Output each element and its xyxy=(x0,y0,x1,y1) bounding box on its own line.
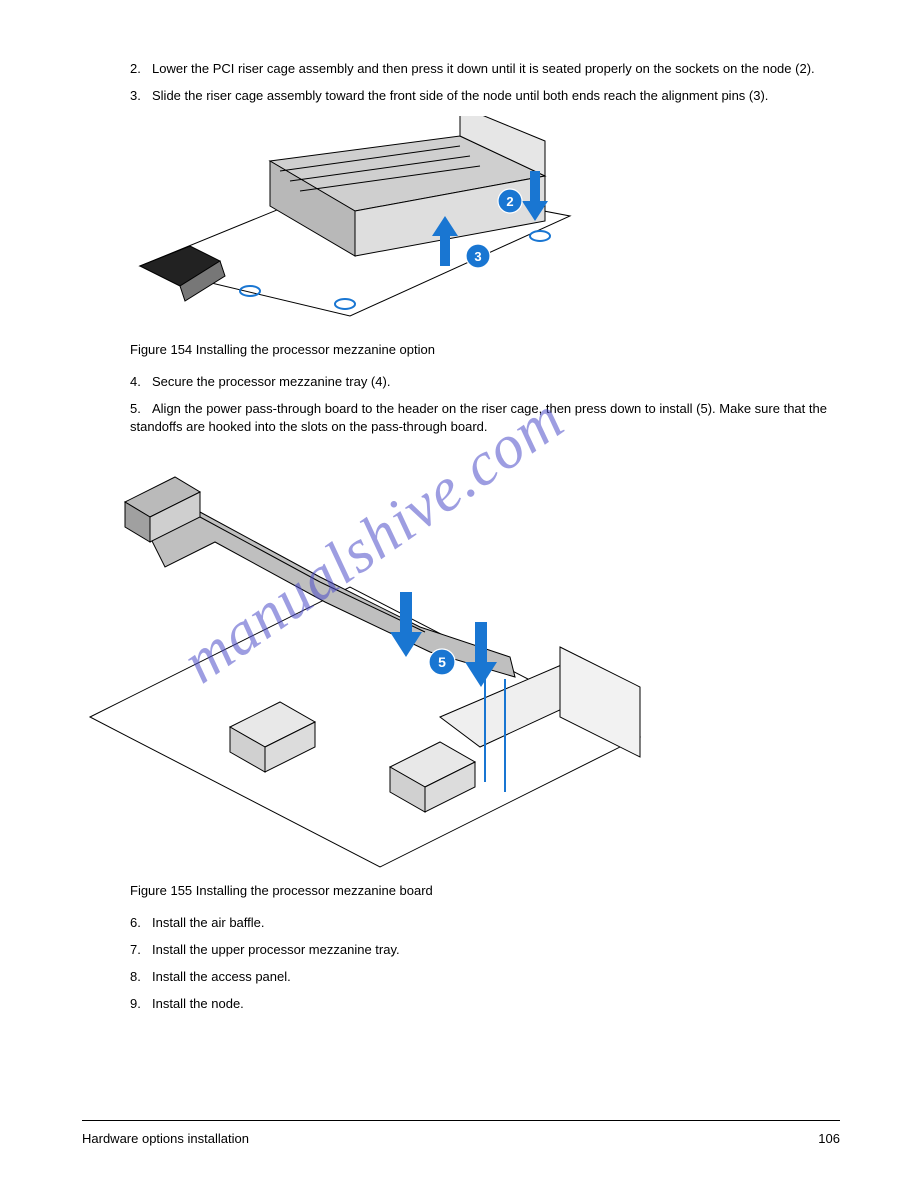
footer-divider xyxy=(82,1120,840,1121)
step-6: 6.Install the air baffle. xyxy=(130,914,840,933)
step-num: 6. xyxy=(130,914,152,933)
step-text: Align the power pass-through board to th… xyxy=(130,401,827,435)
step-num: 4. xyxy=(130,373,152,392)
figure-155: 5 Figure 155 Installing the processor me… xyxy=(80,447,840,898)
step-8: 8.Install the access panel. xyxy=(130,968,840,987)
step-4: 4.Secure the processor mezzanine tray (4… xyxy=(130,373,840,392)
step-text: Lower the PCI riser cage assembly and th… xyxy=(152,61,815,76)
callout-2: 2 xyxy=(498,189,522,213)
callout-5: 5 xyxy=(429,649,455,675)
step-2: 2.Lower the PCI riser cage assembly and … xyxy=(130,60,840,79)
svg-text:5: 5 xyxy=(438,654,446,670)
step-text: Slide the riser cage assembly toward the… xyxy=(152,88,768,103)
step-num: 8. xyxy=(130,968,152,987)
step-text: Install the air baffle. xyxy=(152,915,265,930)
figure-155-caption: Figure 155 Installing the processor mezz… xyxy=(130,883,840,898)
step-text: Install the upper processor mezzanine tr… xyxy=(152,942,400,957)
step-num: 7. xyxy=(130,941,152,960)
page-footer: Hardware options installation 106 xyxy=(0,1120,918,1146)
step-num: 9. xyxy=(130,995,152,1014)
figure-154: 2 3 Figure 154 Installing the processor … xyxy=(130,116,840,357)
step-num: 5. xyxy=(130,400,152,419)
svg-text:3: 3 xyxy=(474,249,481,264)
step-3: 3.Slide the riser cage assembly toward t… xyxy=(130,87,840,106)
step-text: Install the node. xyxy=(152,996,244,1011)
figure-154-caption: Figure 154 Installing the processor mezz… xyxy=(130,342,840,357)
step-7: 7.Install the upper processor mezzanine … xyxy=(130,941,840,960)
footer-page-number: 106 xyxy=(818,1131,840,1146)
figure-155-svg: 5 xyxy=(80,447,690,877)
step-5: 5.Align the power pass-through board to … xyxy=(130,400,840,438)
step-num: 3. xyxy=(130,87,152,106)
step-text: Install the access panel. xyxy=(152,969,291,984)
figure-154-svg: 2 3 xyxy=(130,116,600,336)
step-9: 9.Install the node. xyxy=(130,995,840,1014)
callout-3: 3 xyxy=(466,244,490,268)
footer-left: Hardware options installation xyxy=(82,1131,249,1146)
step-num: 2. xyxy=(130,60,152,79)
step-text: Secure the processor mezzanine tray (4). xyxy=(152,374,390,389)
svg-text:2: 2 xyxy=(506,194,513,209)
page-container: 2.Lower the PCI riser cage assembly and … xyxy=(0,0,918,1188)
